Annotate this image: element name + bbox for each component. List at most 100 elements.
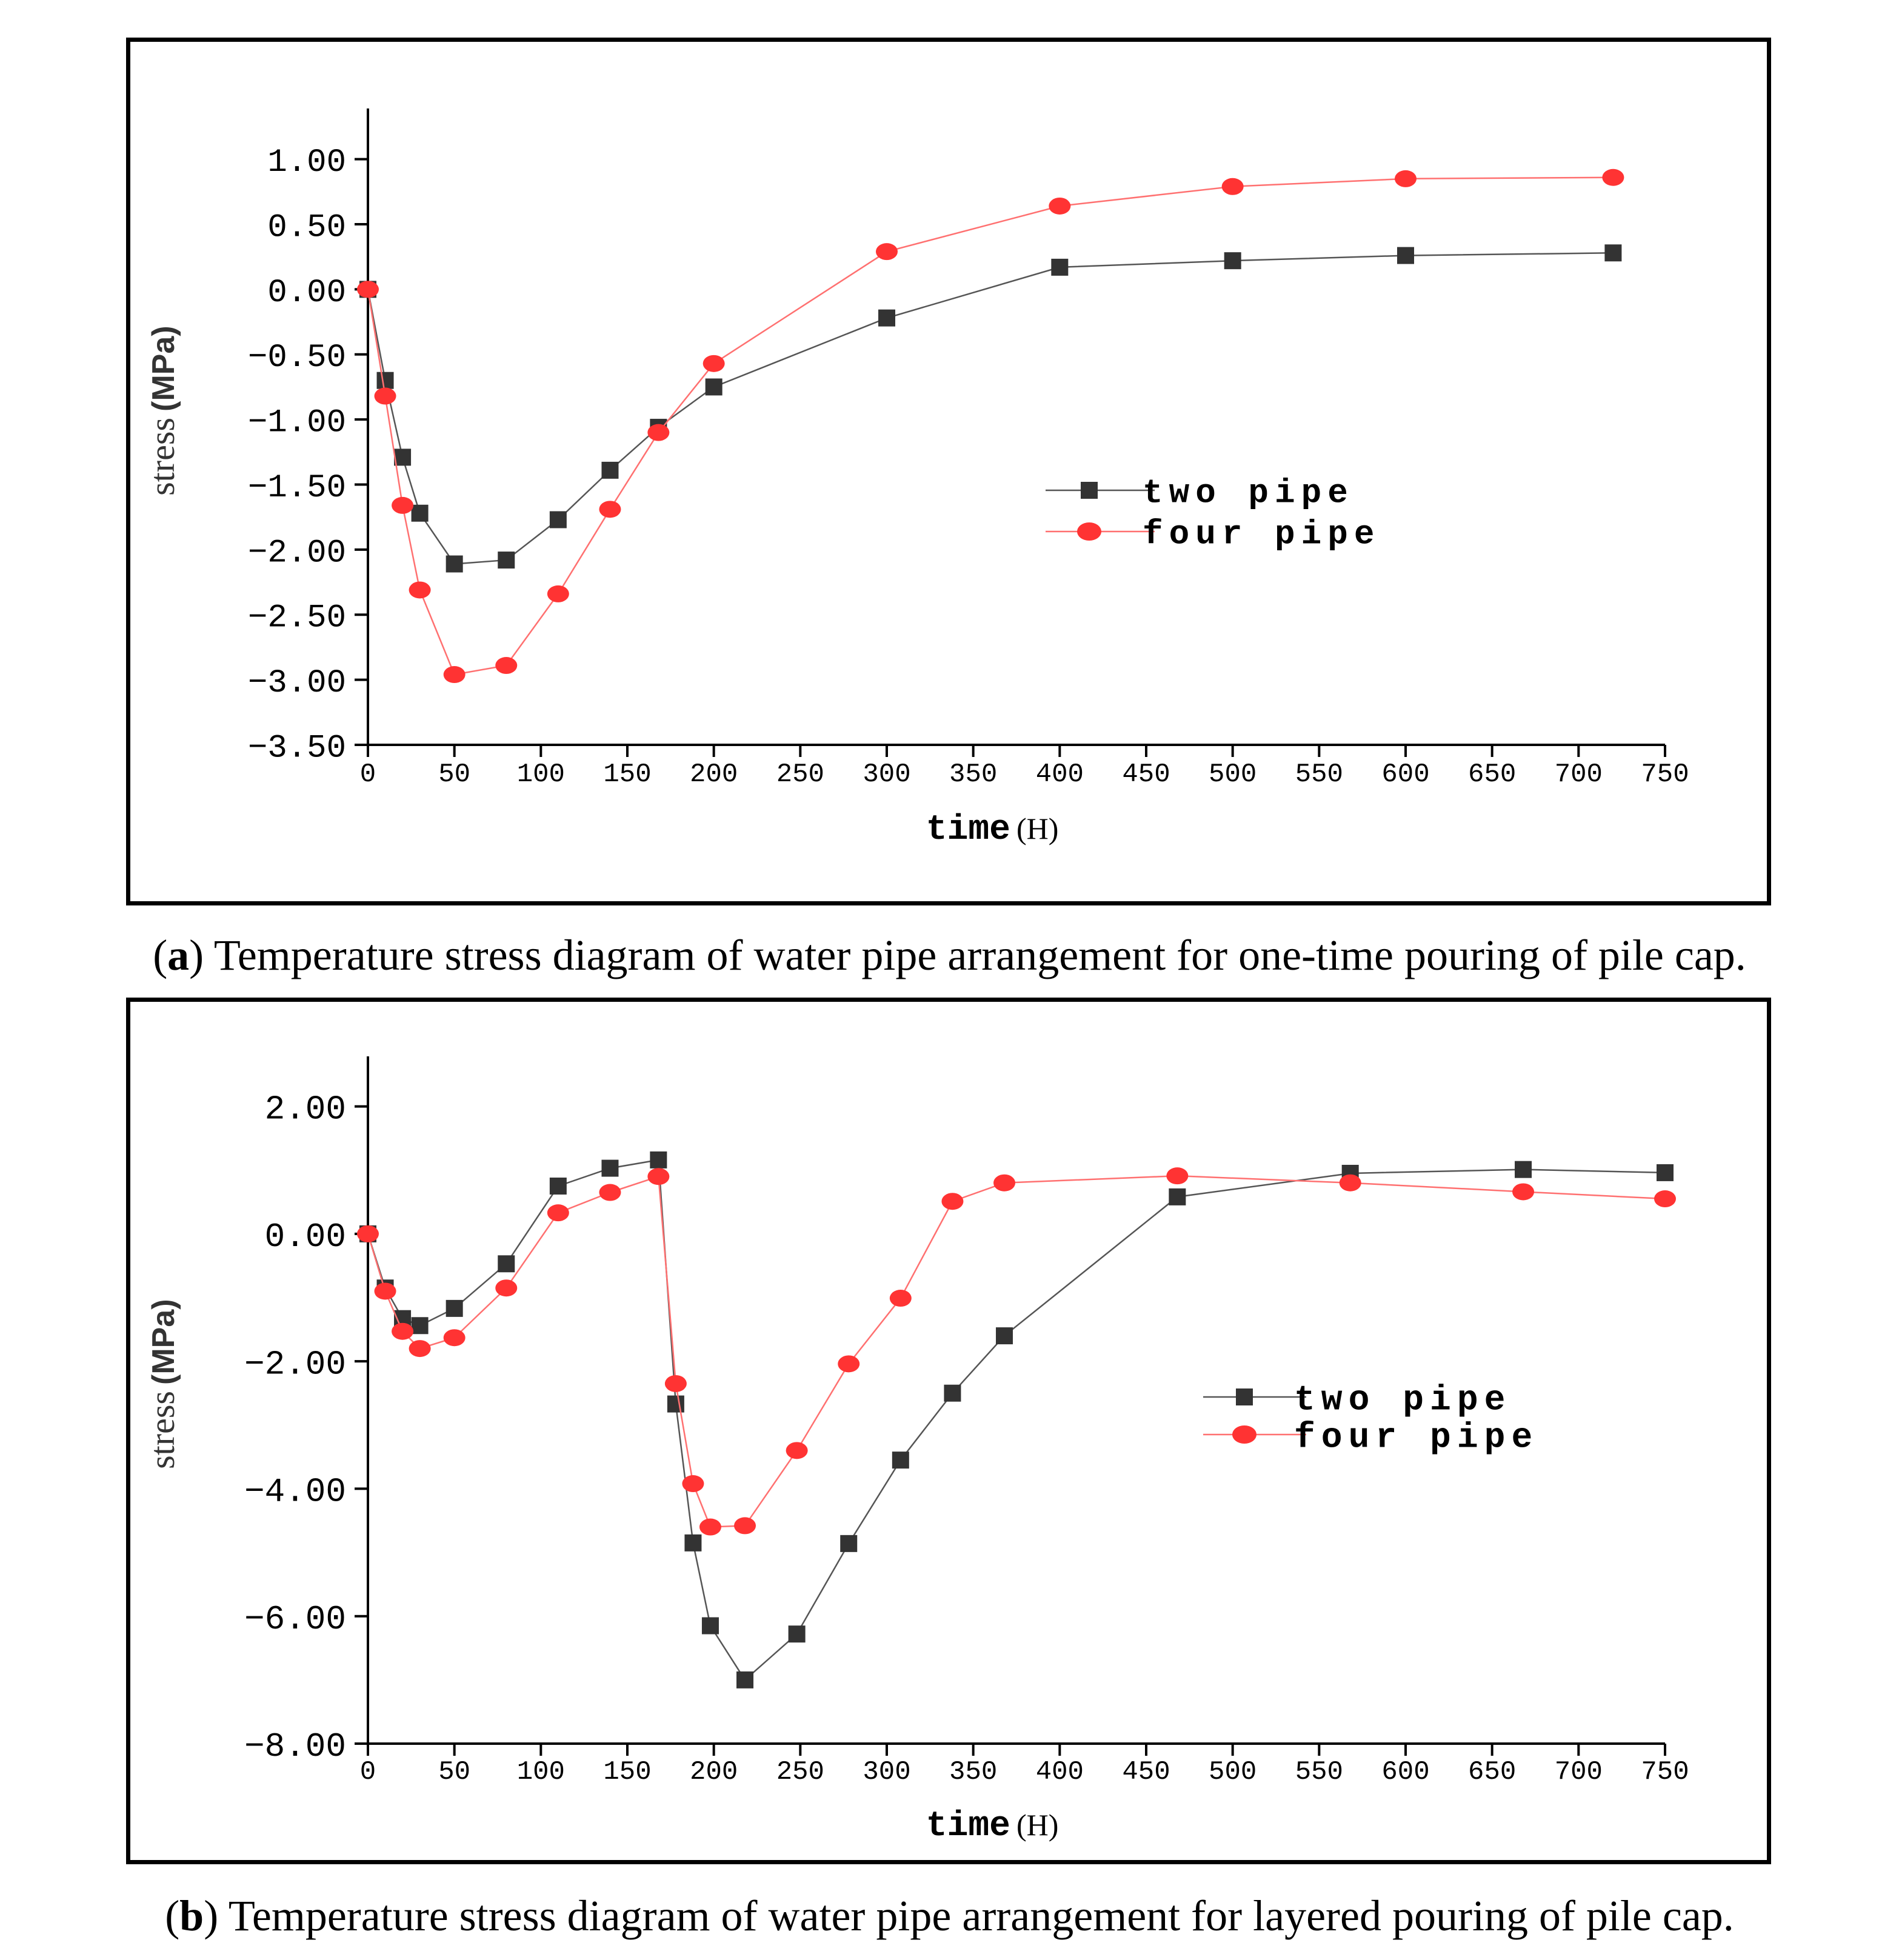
- x-tick-label: 750: [1641, 759, 1689, 790]
- x-tick-label: 0: [360, 759, 376, 790]
- y-tick-label: −1.00: [248, 405, 346, 442]
- data-point-square: [549, 1178, 567, 1195]
- y-axis-label: stress: [142, 418, 182, 496]
- data-point-circle: [703, 355, 725, 372]
- data-point-circle: [1602, 168, 1624, 186]
- data-point-circle: [1166, 1167, 1189, 1185]
- data-point-circle: [443, 666, 466, 684]
- data-point-circle: [786, 1442, 808, 1459]
- data-point-circle: [889, 1290, 912, 1307]
- legend-label: two pipe: [1294, 1381, 1511, 1420]
- data-point-circle: [374, 1282, 396, 1300]
- data-point-circle: [599, 1184, 621, 1201]
- x-axis-label: time: [926, 810, 1010, 850]
- data-point-square: [1657, 1164, 1674, 1181]
- x-tick-label: 650: [1468, 759, 1516, 790]
- data-point-circle: [647, 1168, 670, 1185]
- series-four-pipe: [357, 168, 1624, 684]
- data-point-square: [411, 1317, 429, 1335]
- data-point-square: [394, 448, 412, 466]
- caption-b-text: Temperature stress diagram of water pipe…: [228, 1892, 1734, 1940]
- x-tick-label: 400: [1036, 1757, 1084, 1787]
- data-point-circle: [547, 1204, 569, 1222]
- y-tick-label: −2.50: [248, 600, 346, 637]
- data-point-circle: [392, 496, 414, 514]
- data-point-square: [446, 555, 463, 573]
- x-axis-unit: (H): [1016, 1808, 1058, 1842]
- x-axis-label: time: [926, 1807, 1010, 1846]
- y-tick-label: −0.50: [248, 339, 346, 376]
- data-point-circle: [734, 1517, 756, 1535]
- x-tick-label: 450: [1122, 759, 1170, 790]
- series-four-pipe: [357, 1167, 1676, 1536]
- legend-marker-square: [1081, 482, 1098, 499]
- x-tick-label: 650: [1468, 1757, 1516, 1787]
- x-tick-label: 700: [1555, 1757, 1603, 1787]
- data-point-circle: [1049, 197, 1071, 215]
- x-tick-label: 0: [360, 1757, 376, 1787]
- data-point-square: [1169, 1188, 1186, 1205]
- data-point-circle: [876, 243, 898, 261]
- data-point-square: [498, 1255, 515, 1273]
- x-tick-label: 300: [863, 759, 910, 790]
- data-point-circle: [357, 281, 379, 298]
- data-point-circle: [993, 1174, 1016, 1192]
- y-tick-label: −3.00: [248, 665, 346, 702]
- data-point-circle: [443, 1329, 466, 1347]
- data-point-square: [1515, 1161, 1532, 1178]
- series-two-pipe: [359, 1151, 1674, 1688]
- data-point-square: [650, 1151, 667, 1168]
- x-tick-label: 250: [776, 1757, 824, 1787]
- data-point-circle: [699, 1518, 721, 1536]
- data-point-square: [705, 378, 723, 396]
- data-point-circle: [664, 1375, 687, 1392]
- x-tick-label: 750: [1641, 1757, 1689, 1787]
- y-tick-label: −4.00: [244, 1473, 346, 1512]
- x-tick-label: 100: [517, 1757, 565, 1787]
- legend-label: four pipe: [1294, 1418, 1538, 1458]
- data-point-square: [601, 1159, 619, 1177]
- y-tick-label: 0.50: [267, 209, 346, 246]
- x-axis-unit: (H): [1016, 812, 1058, 845]
- data-point-circle: [495, 657, 518, 675]
- data-point-circle: [1654, 1190, 1676, 1208]
- data-point-square: [1397, 247, 1414, 264]
- x-tick-label: 150: [603, 1757, 651, 1787]
- y-axis-title: stress (MPa): [142, 325, 182, 495]
- x-tick-label: 100: [517, 759, 565, 790]
- data-point-circle: [838, 1355, 860, 1373]
- data-point-circle: [941, 1193, 964, 1210]
- caption-b-label: b: [179, 1892, 204, 1940]
- data-point-circle: [1395, 170, 1417, 187]
- chart-panel-a: −3.50 −3.00 −2.50 −2.00 −1.50 −1.00 −0.50 0.00 0…: [126, 38, 1771, 905]
- y-axis-unit: (MPa): [146, 1299, 181, 1385]
- y-tick-label: −1.50: [248, 470, 346, 507]
- data-point-circle: [409, 1340, 431, 1358]
- x-tick-label: 350: [949, 1757, 997, 1787]
- data-point-square: [892, 1452, 909, 1469]
- data-point-square: [1604, 244, 1622, 262]
- x-tick-label: 400: [1036, 759, 1084, 790]
- data-point-circle: [682, 1475, 704, 1493]
- data-point-square: [411, 504, 429, 522]
- data-point-square: [601, 461, 619, 479]
- data-point-circle: [647, 424, 670, 441]
- y-tick-label: −2.00: [248, 535, 346, 572]
- legend-marker-square: [1236, 1388, 1253, 1405]
- x-tick-label: 350: [949, 759, 997, 790]
- data-point-circle: [547, 585, 569, 602]
- x-tick-label: 600: [1381, 759, 1429, 790]
- y-tick-label: −3.50: [248, 730, 346, 767]
- y-tick-label: −8.00: [244, 1727, 346, 1766]
- caption-b: (b) Temperature stress diagram of water …: [165, 1892, 1734, 1940]
- data-point-circle: [392, 1322, 414, 1340]
- data-point-square: [376, 372, 394, 389]
- x-tick-label: 700: [1555, 759, 1603, 790]
- data-point-circle: [374, 387, 396, 405]
- data-point-circle: [495, 1279, 518, 1297]
- legend-label: four pipe: [1143, 515, 1380, 554]
- data-point-circle: [1512, 1183, 1535, 1201]
- data-point-circle: [599, 501, 621, 518]
